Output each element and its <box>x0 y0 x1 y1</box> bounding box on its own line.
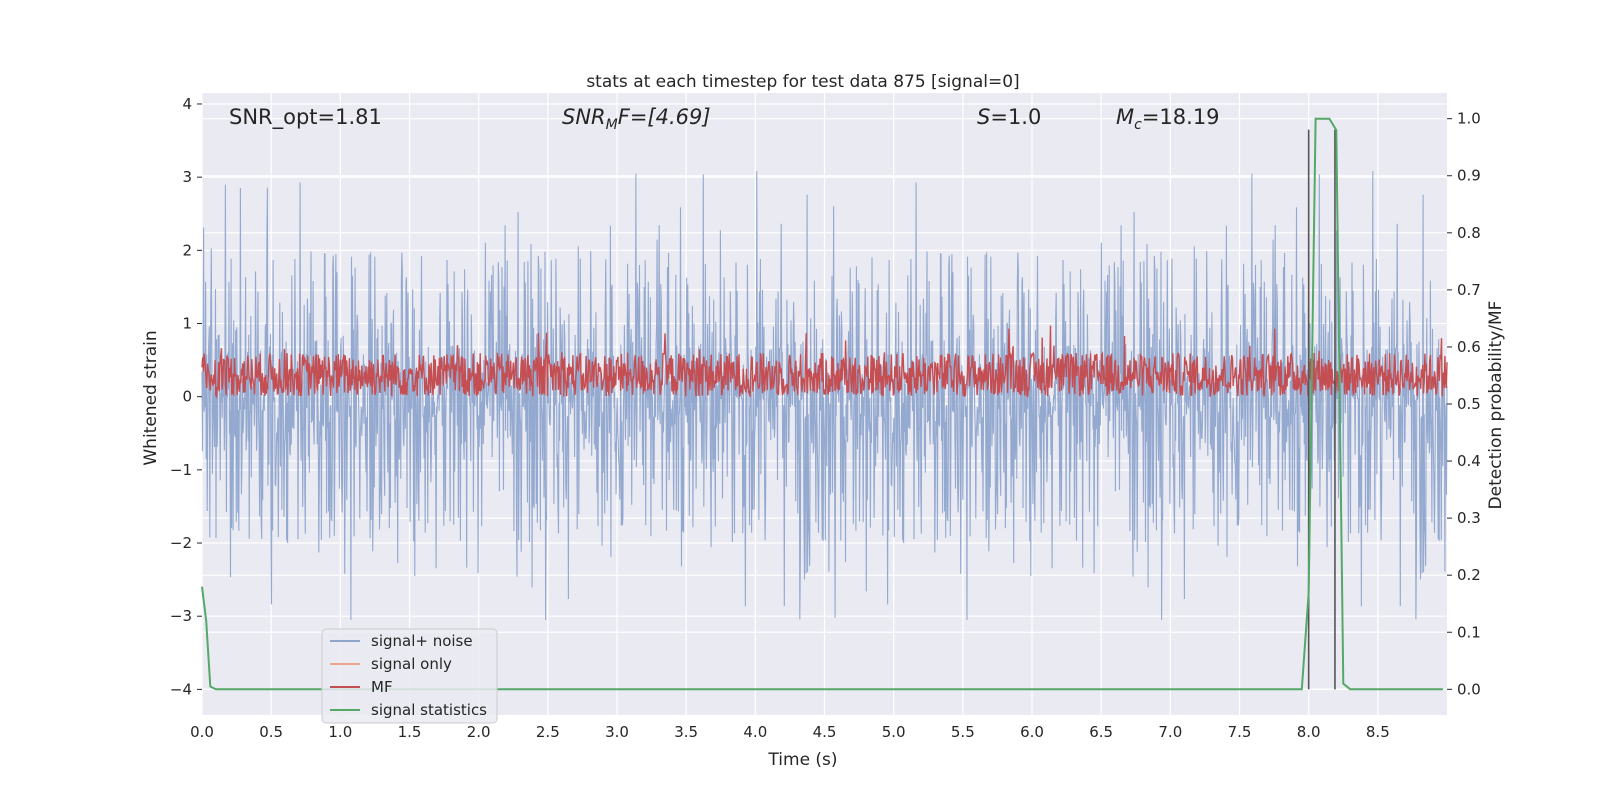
legend-label-signal-only: signal only <box>371 655 452 673</box>
signal-statistics-series <box>201 117 1443 691</box>
right-y-axis-label: Detection probability/MF <box>1486 301 1506 510</box>
snr-opt-annotation: SNR_opt=1.81 <box>229 105 382 130</box>
s-annotation: S=1.0 <box>977 105 1041 129</box>
right-tick-label: 0.7 <box>1457 281 1481 299</box>
right-y-tick-labels: 1.0 0.9 0.8 0.7 0.6 0.5 0.4 0.3 0.2 0.1 0.0 <box>1447 110 1481 698</box>
x-tick-labels: 0.0 0.5 1.0 1.5 2.0 2.5 3.0 3.5 4.0 4.5 5.0 5.5 6.0 6… <box>190 723 1390 741</box>
x-axis-label: Time (s) <box>767 750 837 770</box>
y-tick-label: 3 <box>182 168 192 186</box>
right-tick-label: 0.0 <box>1457 680 1481 698</box>
y-tick-label: 1 <box>182 315 192 333</box>
x-tick-label: 0.0 <box>190 723 214 741</box>
x-tick-label: 4.0 <box>743 723 767 741</box>
snr-mf-annotation: SNRMF=[4.69] <box>562 105 711 133</box>
legend-box <box>321 628 498 724</box>
y-tick-label: −2 <box>170 534 192 552</box>
y-tick-label: −1 <box>170 461 192 479</box>
x-tick-label: 2.5 <box>536 723 560 741</box>
y-axis-label: Whitened strain <box>141 330 161 465</box>
legend-label-signal-noise: signal+ noise <box>371 632 473 650</box>
y-tick-labels: 4 3 2 1 0 −1 −2 −3 −4 <box>170 95 202 698</box>
x-tick-label: 5.0 <box>882 723 906 741</box>
x-tick-label: 0.5 <box>259 723 283 741</box>
right-tick-label: 0.9 <box>1457 167 1481 185</box>
x-tick-label: 7.5 <box>1228 723 1252 741</box>
y-tick-label: −3 <box>170 607 192 625</box>
right-tick-label: 0.3 <box>1457 509 1481 527</box>
legend: signal+ noise signal only MF signal stat… <box>321 628 498 724</box>
legend-label-mf: MF <box>371 678 393 696</box>
signal-noise-series <box>201 170 1448 621</box>
mc-annotation: Mc=18.19 <box>1116 105 1220 133</box>
right-tick-label: 0.5 <box>1457 395 1481 413</box>
x-tick-label: 4.5 <box>813 723 837 741</box>
x-tick-label: 3.5 <box>674 723 698 741</box>
right-tick-label: 0.6 <box>1457 338 1481 356</box>
y-tick-label: 0 <box>182 388 192 406</box>
y-tick-label: 2 <box>182 241 192 259</box>
mf-line <box>201 325 1448 399</box>
x-tick-label: 5.5 <box>951 723 975 741</box>
legend-label-signal-statistics: signal statistics <box>371 701 487 719</box>
right-tick-label: 0.4 <box>1457 452 1481 470</box>
x-tick-label: 2.0 <box>467 723 491 741</box>
chart-title: stats at each timestep for test data 875… <box>586 72 1019 92</box>
x-tick-label: 6.5 <box>1089 723 1113 741</box>
x-tick-label: 7.0 <box>1158 723 1182 741</box>
x-tick-label: 6.0 <box>1020 723 1044 741</box>
x-tick-label: 8.5 <box>1366 723 1390 741</box>
x-tick-label: 3.0 <box>605 723 629 741</box>
right-tick-label: 1.0 <box>1457 110 1481 128</box>
signal-statistics-line <box>201 117 1443 691</box>
x-tick-label: 1.0 <box>328 723 352 741</box>
signal-noise-line <box>201 170 1448 621</box>
mf-series <box>201 325 1448 399</box>
right-tick-label: 0.2 <box>1457 566 1481 584</box>
y-tick-label: 4 <box>182 95 192 113</box>
right-tick-label: 0.1 <box>1457 623 1481 641</box>
x-tick-label: 1.5 <box>398 723 422 741</box>
right-tick-label: 0.8 <box>1457 224 1481 242</box>
y-tick-label: −4 <box>170 680 192 698</box>
x-tick-label: 8.0 <box>1297 723 1321 741</box>
